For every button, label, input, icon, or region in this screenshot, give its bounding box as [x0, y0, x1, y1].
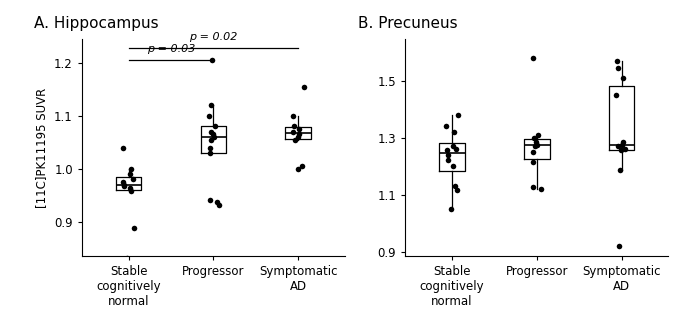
Point: [209, 124, 220, 129]
Point: [293, 134, 304, 140]
Point: [208, 134, 219, 140]
Point: [449, 129, 460, 134]
Point: [205, 137, 216, 142]
Point: [298, 84, 309, 90]
Point: [617, 142, 627, 147]
Point: [124, 171, 135, 176]
Point: [535, 186, 546, 192]
Text: p = 0.03: p = 0.03: [147, 44, 195, 54]
Y-axis label: [11C]PK11195 SUVR: [11C]PK11195 SUVR: [35, 88, 48, 208]
Text: A. Hippocampus: A. Hippocampus: [35, 16, 159, 31]
Point: [611, 58, 622, 63]
Text: B. Precuneus: B. Precuneus: [358, 16, 458, 31]
Point: [529, 135, 540, 140]
Point: [121, 256, 132, 261]
Point: [292, 166, 303, 171]
Point: [617, 139, 628, 145]
Point: [212, 199, 223, 205]
Point: [287, 129, 298, 134]
Point: [529, 144, 540, 149]
Point: [614, 168, 625, 173]
Point: [448, 144, 459, 149]
Point: [528, 159, 539, 164]
Point: [117, 145, 128, 150]
Point: [443, 152, 454, 157]
Point: [532, 142, 543, 147]
Point: [294, 127, 305, 132]
Point: [531, 139, 542, 145]
Point: [119, 184, 130, 189]
Point: [204, 145, 215, 150]
Point: [449, 183, 460, 189]
Point: [204, 113, 215, 118]
Point: [611, 92, 622, 97]
Point: [452, 188, 463, 193]
Point: [616, 148, 627, 153]
Point: [614, 243, 625, 249]
Point: [296, 163, 307, 169]
Point: [125, 166, 136, 171]
Point: [527, 55, 538, 60]
Point: [447, 163, 458, 169]
Point: [288, 113, 299, 118]
Point: [528, 149, 539, 154]
Point: [289, 124, 300, 129]
Point: [443, 158, 454, 163]
Point: [445, 206, 456, 212]
Point: [620, 146, 631, 152]
Point: [451, 146, 462, 152]
Point: [207, 58, 218, 63]
Point: [118, 179, 129, 185]
Point: [533, 132, 544, 137]
Point: [204, 150, 215, 155]
Point: [207, 132, 218, 137]
Point: [612, 65, 623, 71]
Point: [294, 132, 305, 137]
Point: [124, 186, 135, 191]
Point: [452, 112, 463, 117]
Point: [128, 225, 139, 231]
Point: [128, 177, 138, 182]
Point: [441, 148, 452, 153]
Point: [441, 124, 451, 129]
Point: [205, 129, 216, 134]
Point: [205, 103, 216, 108]
Point: [125, 188, 136, 194]
Point: [289, 137, 300, 142]
Point: [528, 185, 539, 190]
Point: [617, 75, 628, 80]
Point: [213, 202, 224, 207]
Text: p = 0.02: p = 0.02: [189, 32, 237, 42]
Point: [205, 198, 216, 203]
Point: [119, 182, 130, 187]
Point: [612, 144, 623, 149]
